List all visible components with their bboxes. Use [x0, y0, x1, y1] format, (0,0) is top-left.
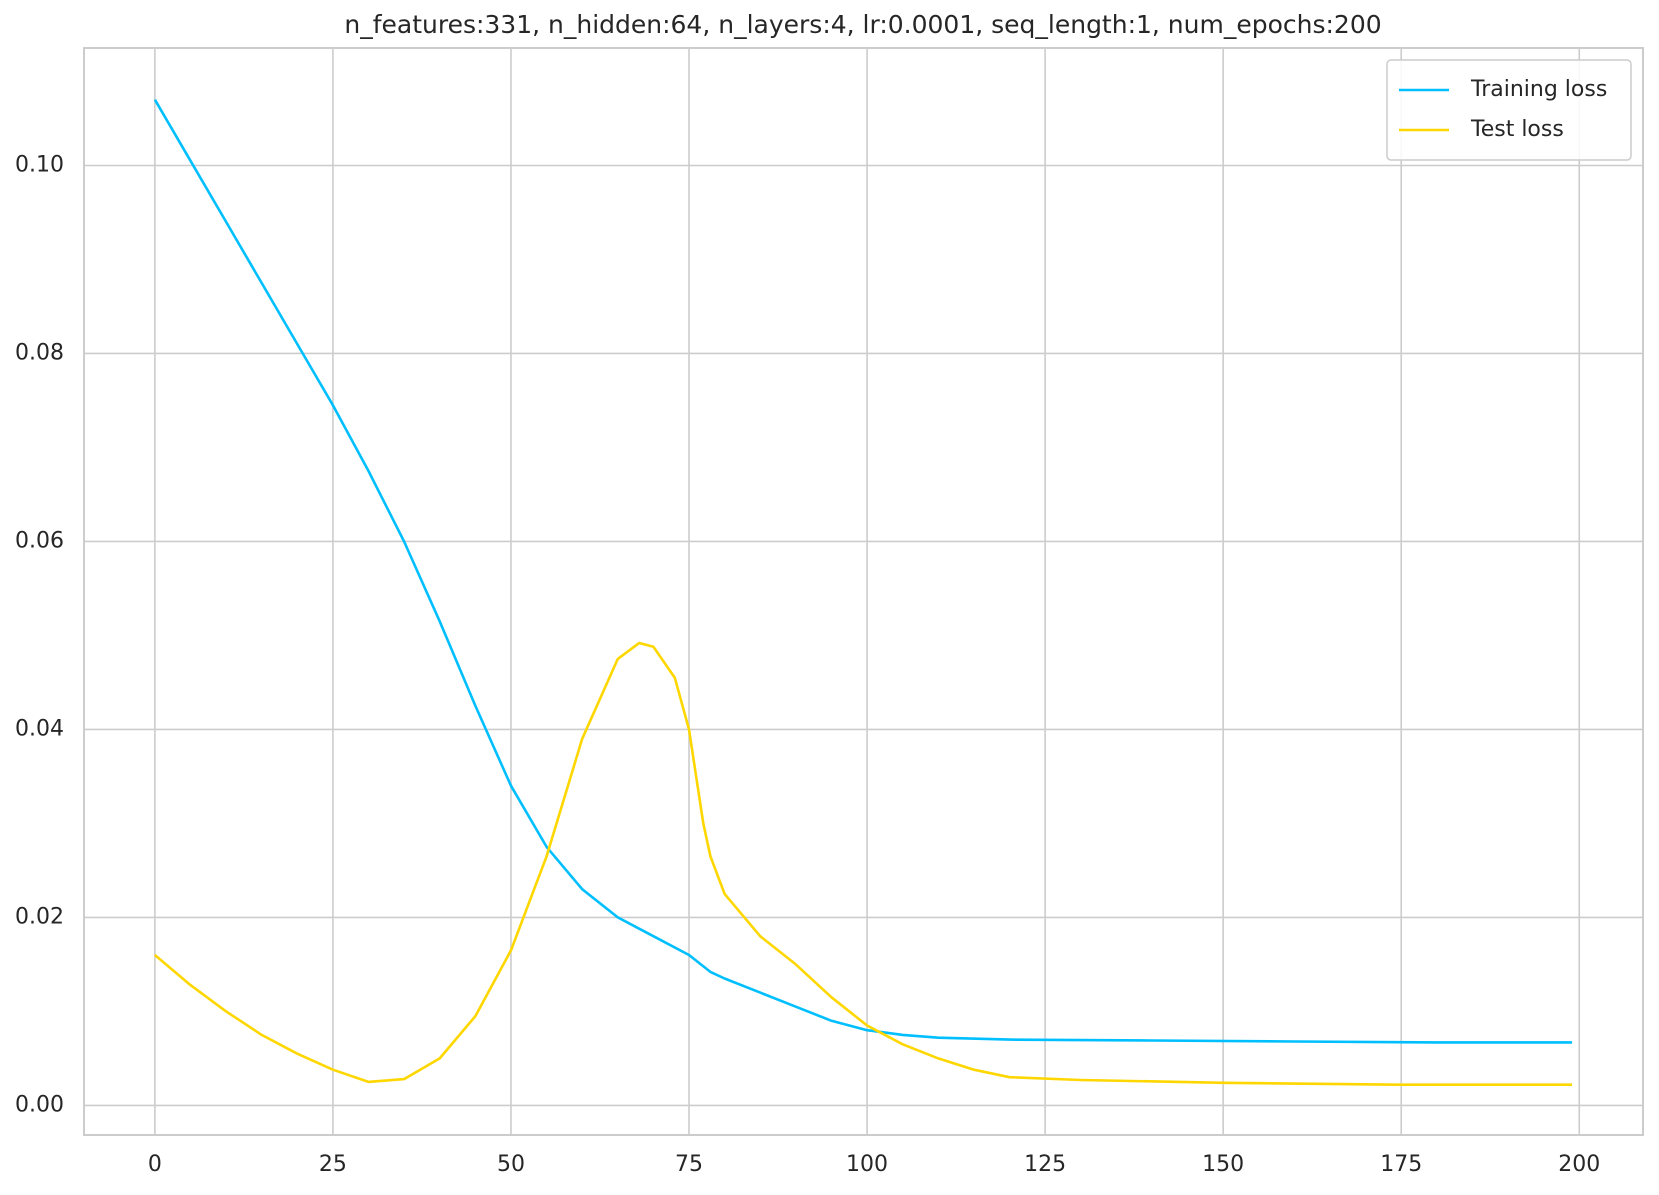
- y-tick-label: 0.00: [15, 1092, 64, 1117]
- x-tick-label: 100: [846, 1152, 888, 1177]
- chart-title: n_features:331, n_hidden:64, n_layers:4,…: [344, 10, 1381, 39]
- y-tick-label: 0.02: [15, 904, 64, 929]
- x-tick-label: 150: [1202, 1152, 1244, 1177]
- y-tick-label: 0.10: [15, 152, 64, 177]
- x-tick-label: 125: [1024, 1152, 1066, 1177]
- legend-label: Training loss: [1470, 77, 1607, 102]
- x-tick-label: 200: [1558, 1152, 1600, 1177]
- legend-box: [1386, 59, 1632, 161]
- x-tick-label: 25: [319, 1152, 347, 1177]
- y-tick-label: 0.08: [15, 340, 64, 365]
- x-tick-label: 75: [675, 1152, 703, 1177]
- x-tick-label: 50: [497, 1152, 525, 1177]
- line: [154, 641, 1573, 1086]
- y-tick-label: 0.04: [15, 716, 64, 741]
- x-tick-label: 175: [1380, 1152, 1422, 1177]
- line: [153, 99, 1573, 1044]
- x-tick-label: 0: [148, 1152, 162, 1177]
- plot-frame: [83, 47, 1644, 1136]
- y-tick-label: 0.06: [15, 528, 64, 553]
- legend-label: Test loss: [1470, 117, 1564, 142]
